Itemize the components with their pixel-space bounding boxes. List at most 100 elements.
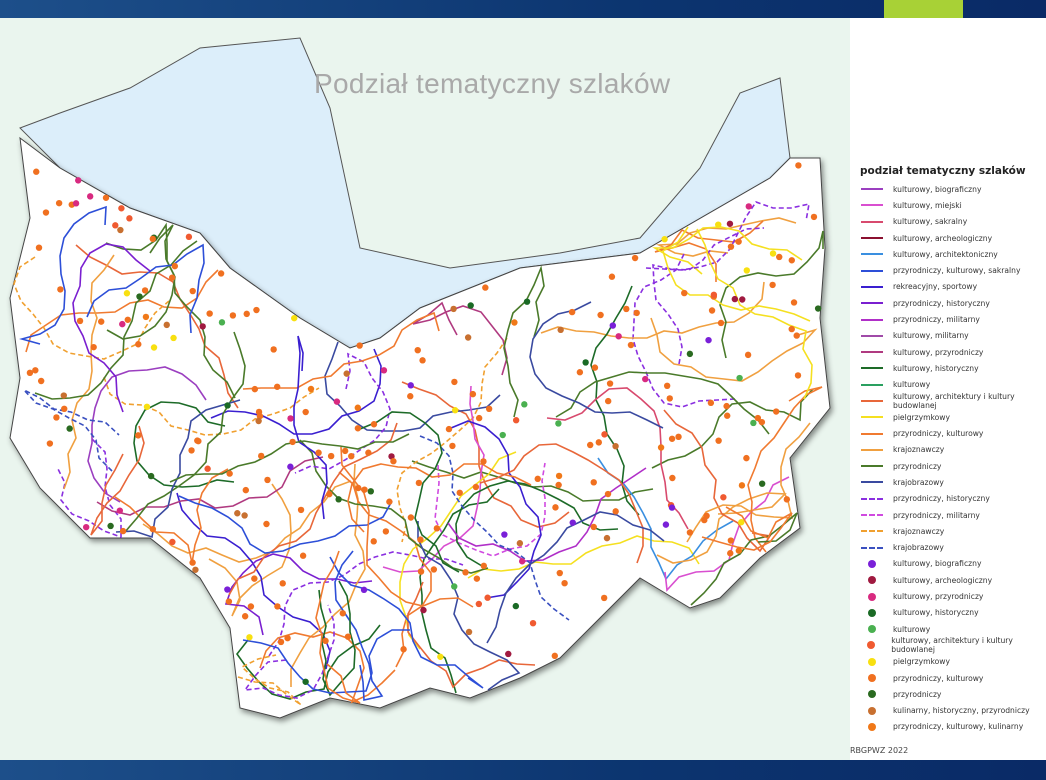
legend-label: kulturowy, sakralny	[893, 217, 968, 227]
poi-dot	[370, 421, 378, 428]
trail-line	[347, 463, 532, 533]
credit-text: RBGPWZ 2022	[850, 746, 909, 755]
poi-dot	[354, 404, 361, 411]
trail-line	[645, 201, 810, 271]
trail-line	[13, 256, 170, 360]
poi-dot	[738, 519, 745, 526]
poi-dot	[407, 393, 414, 400]
poi-dot	[445, 425, 453, 433]
poi-dot	[681, 289, 688, 297]
legend-swatch-line	[861, 204, 883, 207]
trail-line	[315, 550, 361, 704]
poi-dot	[315, 449, 322, 456]
poi-dot	[467, 302, 474, 309]
poi-dot	[143, 403, 151, 411]
trail-line	[655, 217, 797, 257]
trail-line	[242, 629, 410, 694]
poi-dot	[668, 504, 676, 511]
poi-dot	[735, 547, 743, 554]
poi-dot	[241, 613, 249, 620]
poi-dot	[147, 472, 155, 480]
legend-swatch-line	[861, 400, 883, 402]
legend-label: przyrodniczy, historyczny	[893, 494, 990, 504]
trail-line	[719, 230, 824, 359]
legend-item: kulturowy, architektury i kultury budowl…	[852, 392, 1046, 410]
trail-line	[382, 385, 485, 573]
poi-dot	[343, 370, 350, 377]
poi-dot	[302, 408, 309, 416]
poi-dot	[758, 418, 766, 426]
legend-label: kulturowy, przyrodniczy	[893, 592, 984, 602]
poi-dot	[633, 309, 640, 317]
poi-dot	[297, 506, 305, 514]
poi-dot	[591, 364, 599, 371]
poi-dot	[251, 575, 258, 582]
poi-dot	[163, 321, 170, 329]
trail-line	[447, 467, 647, 562]
poi-dot	[657, 444, 665, 451]
poi-dot	[529, 619, 537, 627]
poi-dot	[55, 199, 63, 207]
poi-dot	[355, 484, 362, 492]
poi-dot	[225, 598, 233, 605]
poi-dot	[117, 226, 124, 234]
poi-dot	[724, 412, 731, 419]
trail-line	[124, 331, 246, 533]
trail-line	[396, 337, 508, 543]
legend-swatch-line	[861, 448, 883, 451]
poi-dot	[661, 236, 668, 243]
poi-dot	[615, 333, 622, 340]
poi-dot	[523, 298, 531, 305]
poi-dot	[224, 586, 231, 593]
poi-dot	[814, 305, 822, 312]
legend-label: przyrodniczy, militarny	[893, 510, 980, 520]
legend-label: kulturowy, archeologiczny	[893, 233, 993, 243]
poi-dot	[119, 527, 127, 535]
poi-dot	[270, 346, 277, 353]
poi-dot	[255, 417, 262, 425]
poi-dot	[226, 470, 233, 477]
poi-dot	[382, 528, 390, 535]
trail-line	[652, 227, 765, 365]
poi-dot	[590, 523, 597, 531]
poi-dot	[419, 357, 426, 364]
poi-dot	[327, 452, 335, 460]
poi-dot	[717, 319, 725, 327]
poi-dot	[61, 405, 68, 413]
trail-line	[19, 205, 107, 345]
trail-line	[294, 352, 391, 474]
poi-dot	[35, 244, 43, 251]
legend-swatch-line	[861, 383, 883, 386]
trail-line	[90, 425, 145, 536]
poi-dot	[793, 332, 800, 339]
poi-dot	[464, 334, 472, 341]
legend-label: kulturowy, biograficzny	[893, 184, 982, 194]
poi-dot	[284, 634, 291, 642]
legend-swatch-line	[861, 481, 883, 484]
legend-swatch-line	[861, 432, 883, 435]
poi-dot	[263, 520, 270, 528]
legend-label: pielgrzymkowy	[893, 412, 951, 422]
poi-dot	[149, 525, 157, 533]
legend-label: pielgrzymkowy	[893, 657, 951, 667]
trail-line	[329, 556, 484, 689]
trail-line	[228, 422, 398, 596]
trail-line	[434, 462, 546, 557]
trail-line	[652, 226, 803, 275]
legend-label: krajobrazowy	[893, 477, 944, 487]
poi-dot	[417, 536, 424, 543]
poi-dot	[555, 472, 563, 480]
legend-item: przyrodniczy, historyczny	[852, 295, 1046, 311]
poi-dot	[472, 483, 480, 491]
poi-dot	[609, 322, 617, 329]
legend-swatch-dash	[861, 530, 883, 533]
poi-dot	[229, 312, 237, 319]
poi-dot	[707, 399, 715, 407]
poi-dot	[360, 586, 368, 594]
poi-dot	[795, 162, 802, 169]
trail-line	[103, 376, 320, 436]
poi-dot	[258, 452, 265, 460]
legend-label: kulturowy, przyrodniczy	[893, 347, 984, 357]
poi-dot	[274, 603, 281, 610]
legend-swatch-dot	[861, 657, 883, 666]
